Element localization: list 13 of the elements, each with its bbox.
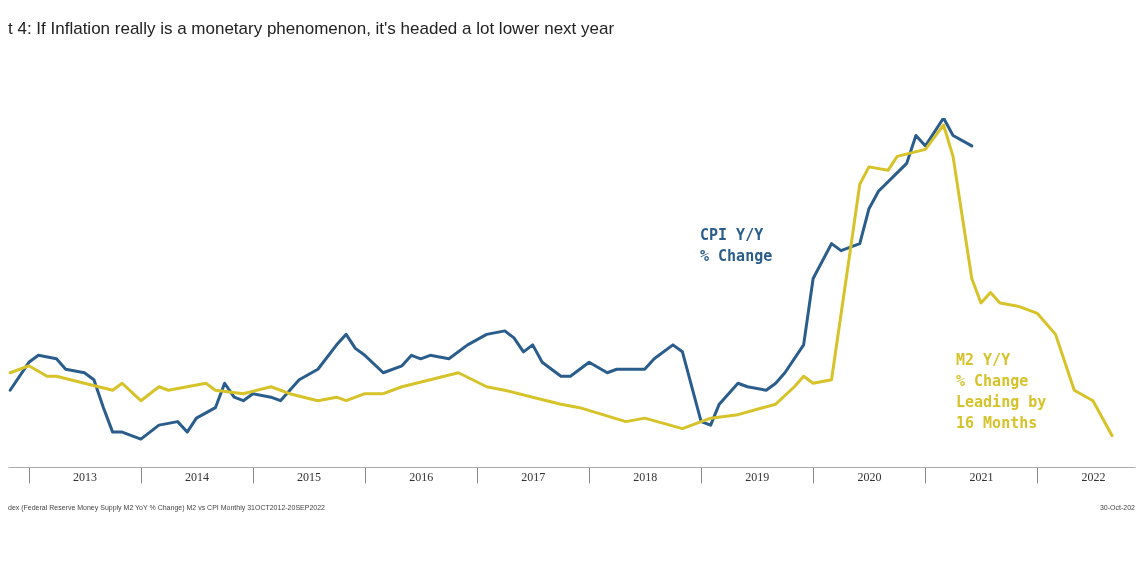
x-tick-label: 2020 — [857, 469, 882, 484]
x-tick-label: 2017 — [521, 469, 546, 484]
x-tick-label: 2014 — [184, 469, 209, 484]
x-tick-label: 2019 — [745, 469, 770, 484]
x-tick-label: 2016 — [409, 469, 434, 484]
series-label: M2 Y/Y % Change Leading by 16 Months — [956, 351, 1047, 432]
x-tick-label: 2018 — [633, 469, 658, 484]
x-tick-label: 2015 — [296, 469, 321, 484]
text: CPI Y/Y % Change — [700, 226, 773, 265]
chart-title: t 4: If Inflation really is a monetary phenomenon, it's headed a lot lower next year — [8, 19, 615, 38]
x-tick-label: 2021 — [969, 469, 994, 484]
x-tick-label: 2022 — [1081, 469, 1106, 484]
x-tick-label: 2013 — [72, 469, 97, 484]
